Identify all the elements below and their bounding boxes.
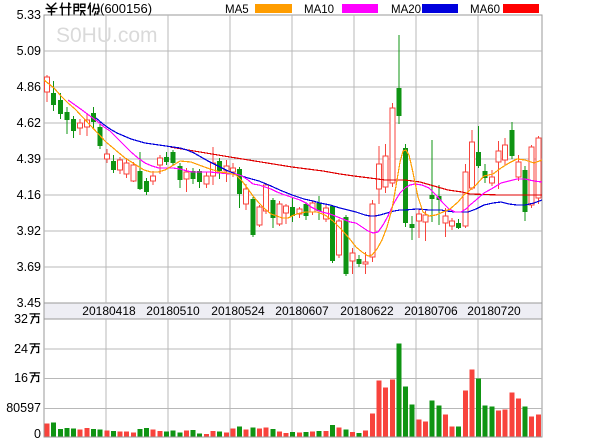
svg-text:20180607: 20180607 [275,304,329,318]
svg-text:MA60: MA60 [470,4,500,16]
svg-text:5.09: 5.09 [17,44,41,58]
svg-text:80597: 80597 [6,401,41,415]
svg-text:3.69: 3.69 [17,260,41,274]
svg-text:4.86: 4.86 [17,80,41,94]
svg-text:3.92: 3.92 [17,224,41,238]
svg-text:24: 24 [14,342,28,356]
svg-text:MA10: MA10 [304,4,334,16]
svg-text:20180706: 20180706 [404,304,458,318]
svg-text:4.16: 4.16 [17,188,41,202]
svg-text:MA20: MA20 [391,4,421,16]
svg-text:16: 16 [14,371,28,385]
svg-text:5.33: 5.33 [17,8,41,22]
svg-text:4.62: 4.62 [17,116,41,130]
svg-text:S0HU.com: S0HU.com [56,24,158,47]
svg-text:(600156): (600156) [100,1,152,16]
svg-text:20180524: 20180524 [211,304,265,318]
svg-text:32: 32 [14,312,28,326]
svg-text:20180622: 20180622 [340,304,394,318]
svg-text:MA5: MA5 [225,4,249,16]
svg-text:20180510: 20180510 [146,304,200,318]
svg-text:4.39: 4.39 [17,152,41,166]
svg-text:20180418: 20180418 [82,304,136,318]
svg-text:0: 0 [34,427,41,440]
svg-text:3.45: 3.45 [17,296,41,310]
svg-text:20180720: 20180720 [467,304,521,318]
